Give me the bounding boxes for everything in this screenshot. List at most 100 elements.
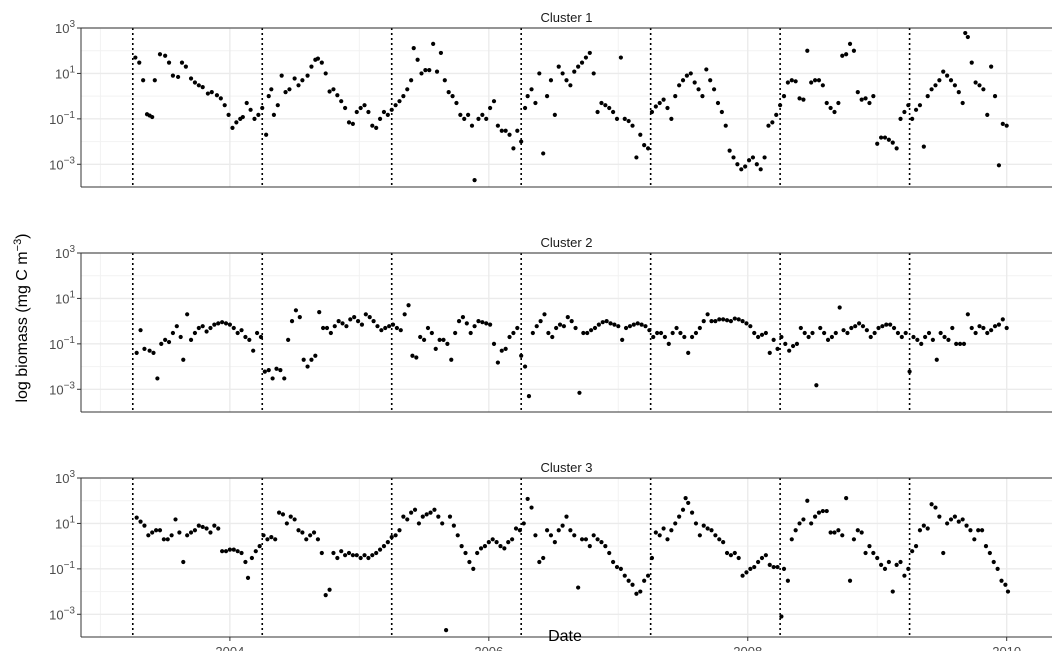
data-point	[517, 528, 522, 533]
data-point	[732, 316, 737, 321]
data-point	[153, 528, 159, 533]
data-point	[634, 591, 639, 596]
data-point	[879, 135, 884, 140]
data-point	[600, 320, 605, 325]
data-point	[374, 125, 379, 130]
data-point	[902, 573, 907, 578]
data-point	[801, 517, 806, 522]
data-point	[358, 555, 363, 561]
data-point	[845, 330, 850, 336]
data-point	[248, 107, 253, 112]
data-point	[880, 324, 885, 329]
data-point	[486, 540, 491, 545]
data-point	[258, 334, 264, 340]
data-point	[150, 530, 155, 535]
data-point	[882, 566, 888, 571]
data-point	[222, 103, 227, 108]
data-point	[961, 341, 967, 346]
data-point	[546, 330, 551, 336]
data-point	[533, 100, 538, 106]
data-point	[603, 103, 608, 108]
data-point	[402, 312, 407, 317]
data-point	[863, 550, 868, 556]
data-point	[542, 312, 547, 317]
data-point	[740, 573, 745, 578]
data-point	[183, 64, 188, 69]
data-point	[235, 549, 240, 554]
data-point	[614, 116, 620, 121]
data-point	[569, 319, 574, 324]
data-point	[867, 544, 872, 549]
data-point	[591, 71, 596, 76]
data-point	[166, 339, 172, 345]
data-point	[785, 80, 790, 85]
data-point	[941, 550, 946, 556]
data-point	[818, 325, 823, 331]
y-axis-title-base: log biomass (mg C m	[14, 251, 31, 402]
data-point	[231, 547, 236, 552]
data-point	[564, 78, 569, 83]
data-point	[421, 337, 427, 342]
data-point	[607, 105, 612, 111]
data-point	[387, 324, 392, 329]
data-point	[455, 533, 460, 538]
data-point	[611, 559, 616, 565]
data-point	[385, 112, 390, 117]
data-point	[245, 575, 251, 580]
data-point	[554, 325, 559, 331]
data-point	[913, 544, 919, 549]
data-point	[752, 330, 757, 336]
data-point	[344, 324, 349, 329]
data-point	[910, 116, 915, 121]
data-point	[762, 155, 767, 160]
data-point	[293, 308, 299, 313]
data-point	[556, 528, 561, 533]
data-point	[416, 521, 422, 526]
data-point	[859, 97, 864, 102]
data-point	[913, 107, 919, 112]
data-point	[305, 73, 310, 78]
data-point	[350, 121, 355, 126]
data-point	[239, 328, 244, 333]
x-axis: 2004 2006 2008 2010	[215, 637, 1021, 651]
data-point	[212, 523, 217, 528]
data-point	[739, 167, 744, 172]
data-point	[469, 123, 475, 128]
data-point	[350, 553, 355, 558]
data-point	[717, 537, 722, 542]
data-point	[552, 112, 557, 117]
data-point	[252, 116, 257, 121]
y-tick-label: 103	[55, 244, 75, 261]
data-point	[692, 80, 697, 85]
data-point	[170, 330, 176, 336]
data-point	[398, 328, 403, 333]
data-point	[327, 587, 332, 592]
data-point	[933, 505, 938, 510]
data-point	[231, 325, 236, 331]
data-point	[438, 50, 444, 56]
data-point	[133, 55, 138, 60]
y-tick-label: 101	[55, 64, 75, 81]
data-point	[917, 103, 923, 108]
data-point	[476, 116, 481, 121]
data-point	[778, 103, 783, 108]
data-point	[249, 555, 254, 561]
data-point	[296, 83, 301, 88]
data-point	[814, 383, 819, 388]
data-point	[437, 337, 442, 342]
data-point	[787, 348, 792, 353]
data-point	[548, 533, 554, 538]
data-point	[581, 330, 586, 336]
data-point	[367, 315, 372, 320]
data-point	[280, 512, 286, 517]
data-point	[709, 528, 714, 533]
data-point	[319, 60, 324, 65]
data-point	[260, 105, 265, 111]
data-point	[793, 79, 798, 84]
data-point	[665, 537, 670, 542]
data-point	[541, 555, 546, 561]
data-point	[736, 555, 741, 561]
data-point	[595, 537, 600, 542]
data-point	[677, 83, 682, 88]
data-point	[533, 533, 538, 538]
